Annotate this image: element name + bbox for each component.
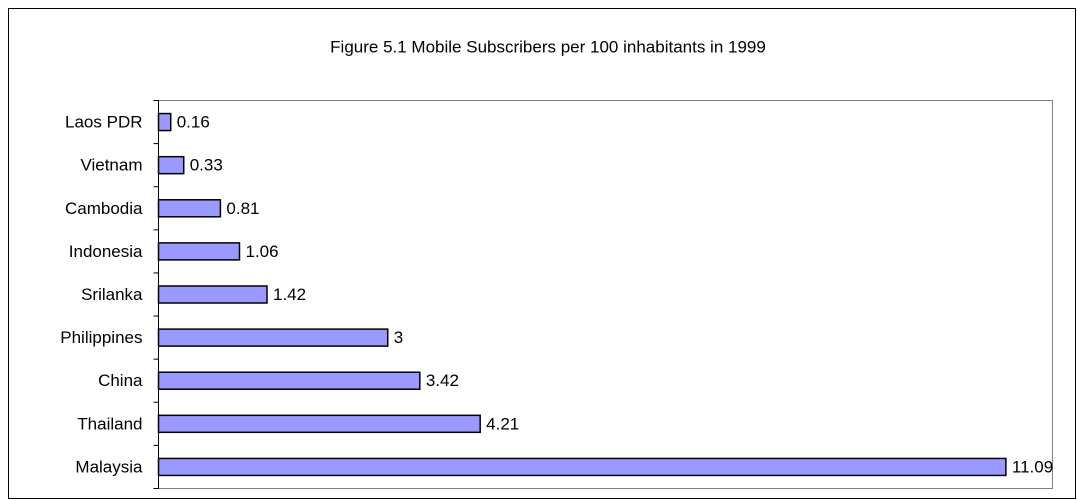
data-label: 1.42 <box>273 285 306 304</box>
y-tick-label: China <box>98 371 143 390</box>
bar <box>157 457 1007 477</box>
y-tick-label: Vietnam <box>80 156 142 175</box>
data-label: 3.42 <box>426 371 459 390</box>
bar <box>157 112 172 132</box>
bar <box>157 242 241 261</box>
data-label: 4.21 <box>486 414 519 433</box>
bar <box>157 328 389 347</box>
chart-title: Figure 5.1 Mobile Subscribers per 100 in… <box>330 37 766 56</box>
bar <box>157 199 222 218</box>
bar <box>157 414 481 434</box>
y-tick-label: Philippines <box>60 328 142 347</box>
y-tick-label: Indonesia <box>69 242 143 261</box>
y-tick-label: Thailand <box>77 414 142 433</box>
y-tick-label: Cambodia <box>65 199 143 218</box>
data-label: 3 <box>394 328 403 347</box>
y-tick-label: Malaysia <box>75 457 143 476</box>
data-label: 1.06 <box>245 242 278 261</box>
bar <box>157 155 185 175</box>
bar <box>157 285 268 304</box>
y-tick-label: Laos PDR <box>65 113 142 132</box>
bar <box>157 371 421 390</box>
data-label: 0.33 <box>190 156 223 175</box>
data-label: 0.16 <box>177 113 210 132</box>
data-label: 11.09 <box>1012 457 1053 476</box>
y-tick-label: Srilanka <box>81 285 143 304</box>
data-label: 0.81 <box>226 199 259 218</box>
